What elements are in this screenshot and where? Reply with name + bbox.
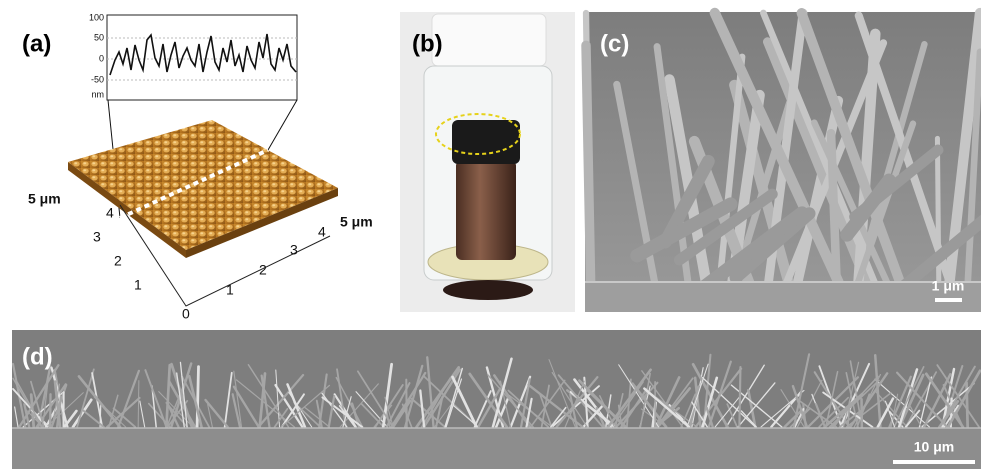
- tick-label: 4: [106, 205, 114, 221]
- leader-line: [268, 100, 297, 150]
- nanowire: [138, 381, 139, 427]
- profile-tick: -50: [91, 74, 104, 84]
- axis-label: 5 μm: [340, 214, 373, 230]
- tick-label: 2: [259, 262, 267, 278]
- tick-label: 1: [134, 277, 142, 293]
- scale-label: 1 μm: [932, 278, 965, 294]
- tick-label: 4: [318, 224, 326, 240]
- tick-label: 0: [182, 306, 190, 322]
- tick-label: 3: [290, 242, 298, 258]
- axis-label: 5 μm: [28, 191, 61, 207]
- jar-cap: [432, 14, 546, 66]
- panel-d: (d) 10 μm: [12, 330, 981, 469]
- tick-label: 2: [114, 253, 122, 269]
- panel-a: (a) 100 50 0 -50 nm 5 μm 5 μm 4 3 2 1 0 …: [22, 12, 373, 321]
- panel-label: (c): [600, 30, 629, 57]
- nanowire: [586, 45, 591, 282]
- vial-cap: [452, 120, 520, 164]
- scale-label: 10 μm: [914, 439, 954, 455]
- profile-tick: 100: [89, 12, 104, 22]
- profile-unit: nm: [91, 89, 104, 99]
- profile-tick: 0: [99, 53, 104, 63]
- panel-b: (b): [400, 12, 575, 312]
- panel-label: (a): [22, 30, 51, 57]
- profile-tick: 50: [94, 32, 104, 42]
- substrate: [12, 428, 981, 469]
- tick-label: 1: [226, 282, 234, 298]
- vial: [456, 160, 516, 260]
- panel-label: (d): [22, 343, 53, 370]
- nanowire: [739, 367, 740, 427]
- reflection: [443, 280, 533, 300]
- tick-label: 3: [93, 229, 101, 245]
- panel-label: (b): [412, 30, 443, 57]
- afm-surface: [68, 120, 338, 250]
- profile-box: [107, 15, 297, 100]
- figure: (a) 100 50 0 -50 nm 5 μm 5 μm 4 3 2 1 0 …: [0, 0, 981, 469]
- substrate: [585, 282, 981, 312]
- panel-c: (c) 1 μm: [585, 12, 981, 312]
